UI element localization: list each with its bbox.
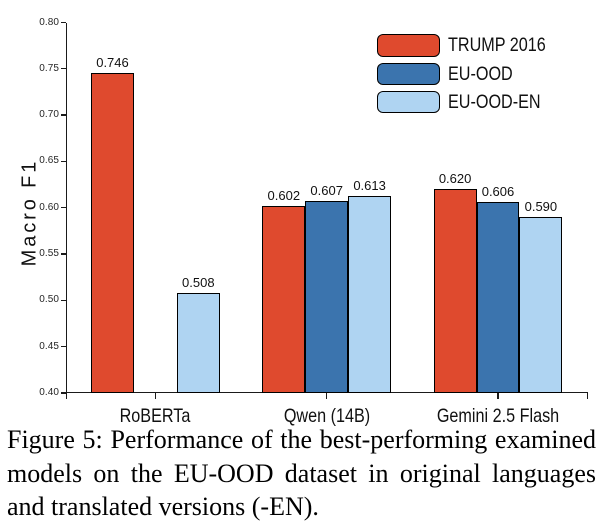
bar-value-eu-ood-en-roberta: 0.508: [182, 274, 215, 290]
bar-trump-2016-roberta: [91, 72, 134, 393]
y-tick-0.75: [60, 68, 66, 70]
y-tick-label-0.40: 0.40: [39, 387, 60, 398]
bar-trump-2016-gemini-2-5-flash: [433, 189, 477, 393]
y-tick-0.45: [60, 346, 66, 348]
x-tick-2: [326, 393, 328, 399]
y-tick-0.65: [60, 160, 66, 163]
x-tick-1: [154, 393, 157, 399]
y-tick-label-0.55: 0.55: [39, 248, 60, 260]
legend-label-trump-2016: TRUMP 2016: [447, 34, 546, 57]
figure-caption: Figure 5: Performance of the best-perfor…: [7, 423, 596, 524]
y-tick-0.60: [60, 207, 66, 209]
x-category-label-qwen-14b: Qwen (14B): [283, 404, 370, 427]
legend-swatch-eu-ood: [376, 62, 440, 85]
caption-line-3: and translated versions (-EN).: [7, 492, 319, 522]
y-tick-0.50: [60, 299, 66, 302]
bar-value-trump-2016-gemini-2-5-flash: 0.620: [438, 171, 472, 187]
y-tick-0.40: [60, 392, 66, 394]
x-tick-3: [497, 393, 499, 399]
bar-value-trump-2016-qwen-14b: 0.602: [267, 187, 301, 203]
bar-value-eu-ood-qwen-14b: 0.607: [310, 183, 343, 199]
bar-eu-ood-en-roberta: [176, 292, 220, 393]
bar-eu-ood-en-gemini-2-5-flash: [519, 217, 563, 393]
bar-eu-ood-gemini-2-5-flash: [476, 202, 520, 393]
bar-eu-ood-en-qwen-14b: [348, 195, 392, 393]
y-tick-0.70: [60, 114, 66, 116]
y-tick-0.55: [60, 253, 66, 255]
y-tick-label-0.50: 0.50: [39, 294, 60, 306]
y-tick-0.80: [60, 21, 66, 24]
x-category-label-gemini-2-5-flash: Gemini 2.5 Flash: [436, 404, 560, 427]
x-tick-4: [586, 393, 588, 399]
legend-label-eu-ood-en: EU-OOD-EN: [447, 91, 541, 114]
legend-swatch-eu-ood-en: [376, 90, 440, 114]
legend-swatch-trump-2016: [376, 34, 440, 57]
y-tick-label-0.65: 0.65: [39, 155, 60, 167]
y-tick-label-0.70: 0.70: [39, 109, 60, 121]
x-tick-0: [65, 393, 67, 399]
bar-value-trump-2016-roberta: 0.746: [96, 54, 129, 70]
y-tick-label-0.45: 0.45: [39, 340, 60, 352]
bar-trump-2016-qwen-14b: [262, 205, 306, 393]
caption-line-2: models on the EU-OOD dataset in original…: [7, 458, 596, 488]
bar-value-eu-ood-en-qwen-14b: 0.613: [353, 177, 386, 193]
x-category-label-roberta: RoBERTa: [119, 404, 191, 427]
legend-label-eu-ood: EU-OOD: [447, 62, 513, 85]
bar-eu-ood-qwen-14b: [305, 201, 349, 393]
bar-value-eu-ood-gemini-2-5-flash: 0.606: [481, 184, 515, 200]
y-axis-line: [65, 22, 67, 395]
caption-line-1: Figure 5: Performance of the best-perfor…: [7, 425, 596, 454]
y-tick-label-0.75: 0.75: [39, 62, 60, 74]
bar-value-eu-ood-en-gemini-2-5-flash: 0.590: [524, 199, 558, 214]
y-tick-label-0.60: 0.60: [39, 201, 60, 213]
bar-chart: Macro F1 0.746 0.602 0.620 0.607 0.606 0.508 0…: [19, 16, 588, 427]
y-tick-label-0.80: 0.80: [39, 16, 60, 28]
